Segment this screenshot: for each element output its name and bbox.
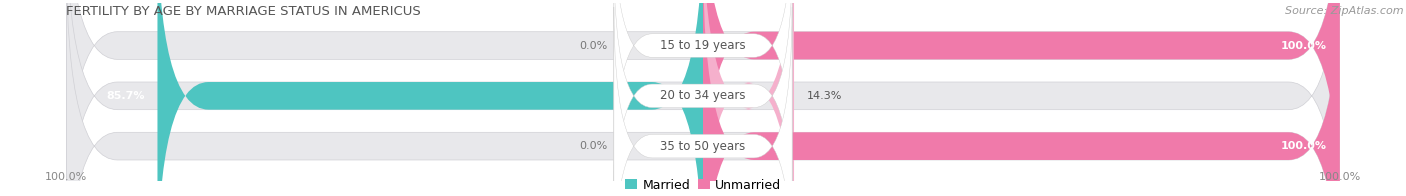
Text: 100.0%: 100.0% — [1319, 172, 1361, 182]
FancyBboxPatch shape — [66, 0, 1340, 196]
Text: 15 to 19 years: 15 to 19 years — [661, 39, 745, 52]
Text: 100.0%: 100.0% — [45, 172, 87, 182]
FancyBboxPatch shape — [703, 0, 1340, 196]
Text: FERTILITY BY AGE BY MARRIAGE STATUS IN AMERICUS: FERTILITY BY AGE BY MARRIAGE STATUS IN A… — [66, 5, 422, 18]
FancyBboxPatch shape — [703, 0, 794, 196]
FancyBboxPatch shape — [66, 0, 1340, 196]
Text: 0.0%: 0.0% — [579, 141, 607, 151]
FancyBboxPatch shape — [703, 0, 1340, 196]
Text: Source: ZipAtlas.com: Source: ZipAtlas.com — [1285, 6, 1403, 16]
FancyBboxPatch shape — [66, 0, 1340, 196]
Text: 35 to 50 years: 35 to 50 years — [661, 140, 745, 153]
Text: 100.0%: 100.0% — [1281, 141, 1327, 151]
Legend: Married, Unmarried: Married, Unmarried — [620, 173, 786, 196]
FancyBboxPatch shape — [157, 0, 703, 196]
FancyBboxPatch shape — [614, 0, 792, 196]
FancyBboxPatch shape — [614, 0, 792, 185]
Text: 100.0%: 100.0% — [1281, 41, 1327, 51]
Text: 20 to 34 years: 20 to 34 years — [661, 89, 745, 102]
Text: 85.7%: 85.7% — [107, 91, 145, 101]
Text: 14.3%: 14.3% — [807, 91, 842, 101]
Text: 0.0%: 0.0% — [579, 41, 607, 51]
FancyBboxPatch shape — [614, 7, 792, 196]
